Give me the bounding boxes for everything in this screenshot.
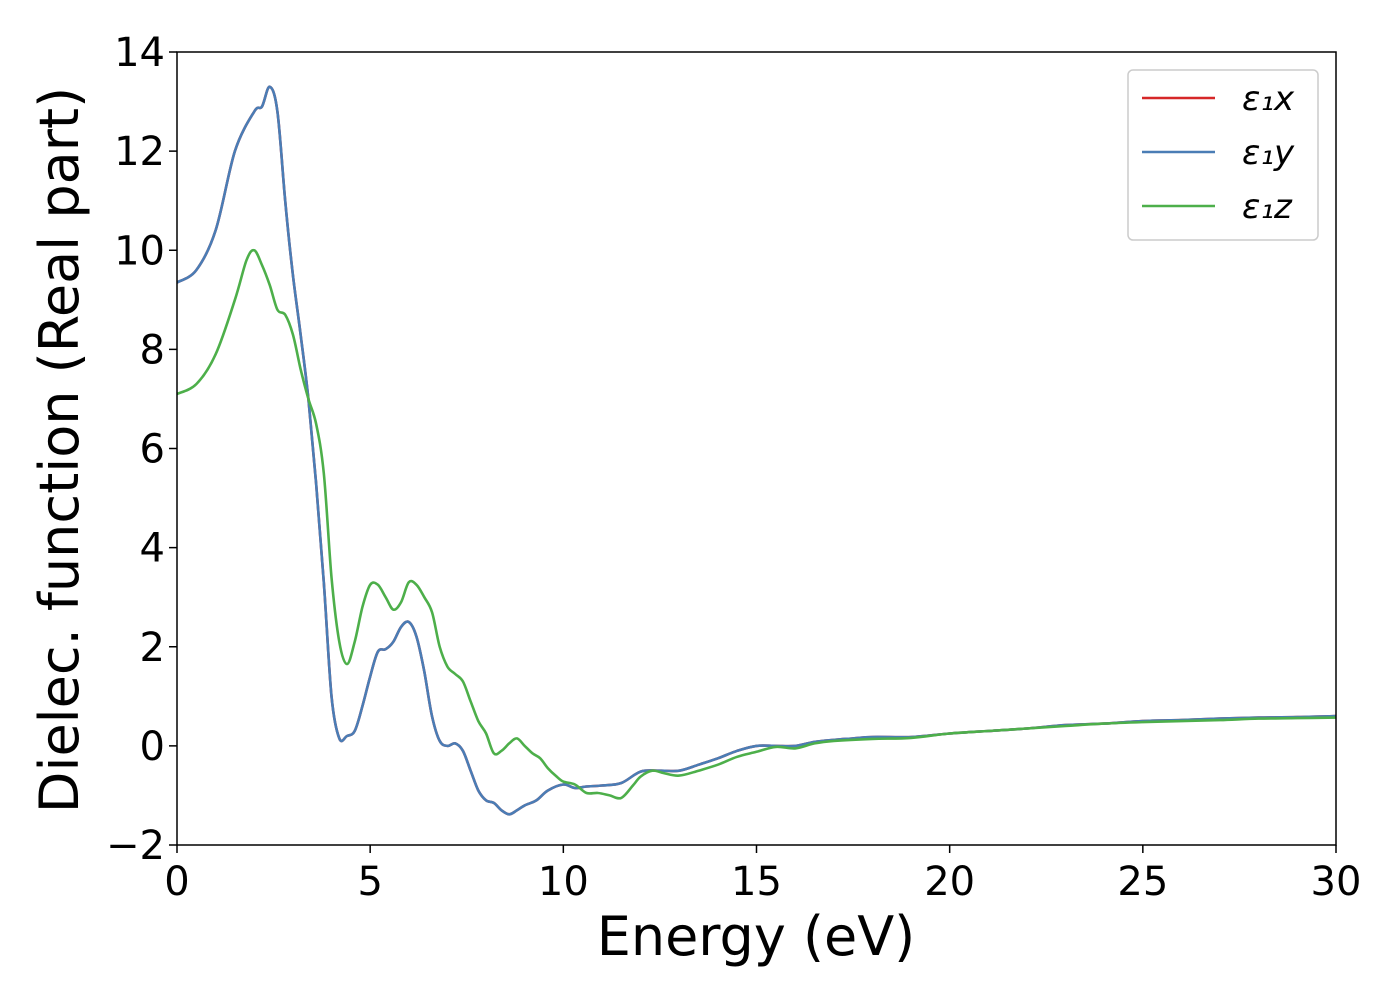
y-tick-label: 12: [114, 129, 165, 175]
y-tick-label: 8: [140, 327, 165, 373]
x-tick-label: 15: [731, 859, 782, 905]
x-tick-label: 20: [924, 859, 975, 905]
x-axis-ticks: 0 5 10 15 20 25 30: [164, 845, 1361, 905]
y-axis-ticks: −2 0 2 4 6 8 10 12 14: [106, 30, 177, 869]
legend-label-1: ε₁x: [1242, 79, 1295, 119]
x-tick-label: 25: [1117, 859, 1168, 905]
y-tick-label: 4: [140, 526, 165, 572]
y-tick-label: 0: [140, 724, 165, 770]
y-tick-label: −2: [106, 823, 165, 869]
x-tick-label: 0: [164, 859, 189, 905]
y-tick-label: 2: [140, 625, 165, 671]
x-tick-label: 30: [1311, 859, 1362, 905]
legend-box: [1127, 69, 1319, 241]
x-axis-title: Energy (eV): [597, 905, 916, 968]
y-tick-label: 14: [114, 30, 165, 76]
plot-lines: [177, 85, 1336, 816]
legend-label-3: ε₁z: [1242, 187, 1293, 227]
x-tick-label: 5: [357, 859, 382, 905]
series-line-3: [177, 248, 1336, 800]
y-tick-label: 6: [140, 427, 165, 473]
series-line-2: [177, 85, 1336, 816]
y-axis-title: Dielec. function (Real part): [28, 87, 91, 813]
y-tick-label: 10: [114, 228, 165, 274]
legend: ε₁x ε₁y ε₁z: [1127, 69, 1319, 241]
legend-label-2: ε₁y: [1242, 133, 1295, 173]
x-tick-label: 10: [538, 859, 589, 905]
